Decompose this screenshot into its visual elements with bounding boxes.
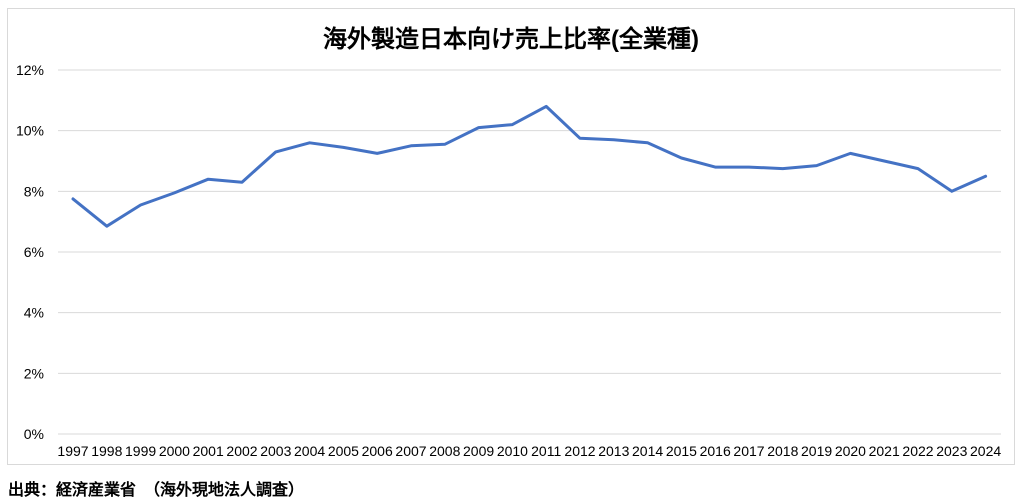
x-tick-label: 2021	[869, 443, 900, 459]
x-tick-label: 2012	[564, 443, 595, 459]
x-tick-label: 2009	[463, 443, 494, 459]
x-tick-label: 2015	[666, 443, 697, 459]
x-tick-label: 2014	[632, 443, 663, 459]
x-tick-label: 2022	[902, 443, 933, 459]
y-tick-label: 2%	[24, 365, 44, 381]
x-tick-label: 2011	[531, 443, 561, 459]
x-tick-label: 2010	[497, 443, 528, 459]
y-tick-label: 0%	[24, 426, 44, 442]
x-tick-label: 2000	[159, 443, 190, 459]
x-tick-label: 2004	[294, 443, 325, 459]
x-tick-label: 2016	[700, 443, 731, 459]
x-tick-label: 2003	[260, 443, 291, 459]
x-tick-label: 2020	[835, 443, 866, 459]
x-tick-label: 2008	[429, 443, 460, 459]
y-tick-label: 10%	[16, 123, 44, 139]
x-tick-label: 2019	[801, 443, 832, 459]
plot-area: 0% 2% 4% 6% 8% 10% 12% 1997 1998 1999 2000 2001 2002…	[16, 62, 1001, 459]
x-tick-label: 1997	[57, 443, 88, 459]
x-tick-label: 2001	[193, 443, 224, 459]
x-tick-label: 2005	[328, 443, 359, 459]
y-tick-label: 8%	[24, 183, 44, 199]
x-tick-label: 2006	[362, 443, 393, 459]
chart-title: 海外製造日本向け売上比率(全業種)	[323, 26, 699, 53]
x-tick-label: 2018	[767, 443, 798, 459]
data-line	[71, 104, 988, 228]
y-tick-label: 4%	[24, 305, 44, 321]
x-tick-label: 2024	[970, 443, 1001, 459]
x-tick-label: 2007	[395, 443, 426, 459]
x-tick-label: 1999	[125, 443, 156, 459]
x-tick-label: 2017	[733, 443, 764, 459]
y-tick-label: 6%	[24, 244, 44, 260]
x-tick-label: 2013	[598, 443, 629, 459]
chart-frame: 海外製造日本向け売上比率(全業種) 0% 2% 4% 6% 8% 10% 12% 1997 19…	[7, 8, 1015, 465]
x-tick-label: 1998	[91, 443, 122, 459]
y-tick-label: 12%	[16, 62, 44, 78]
x-tick-label: 2002	[226, 443, 257, 459]
x-tick-label: 2023	[936, 443, 967, 459]
source-note: 出典：経済産業省 （海外現地法人調査）	[8, 482, 305, 499]
